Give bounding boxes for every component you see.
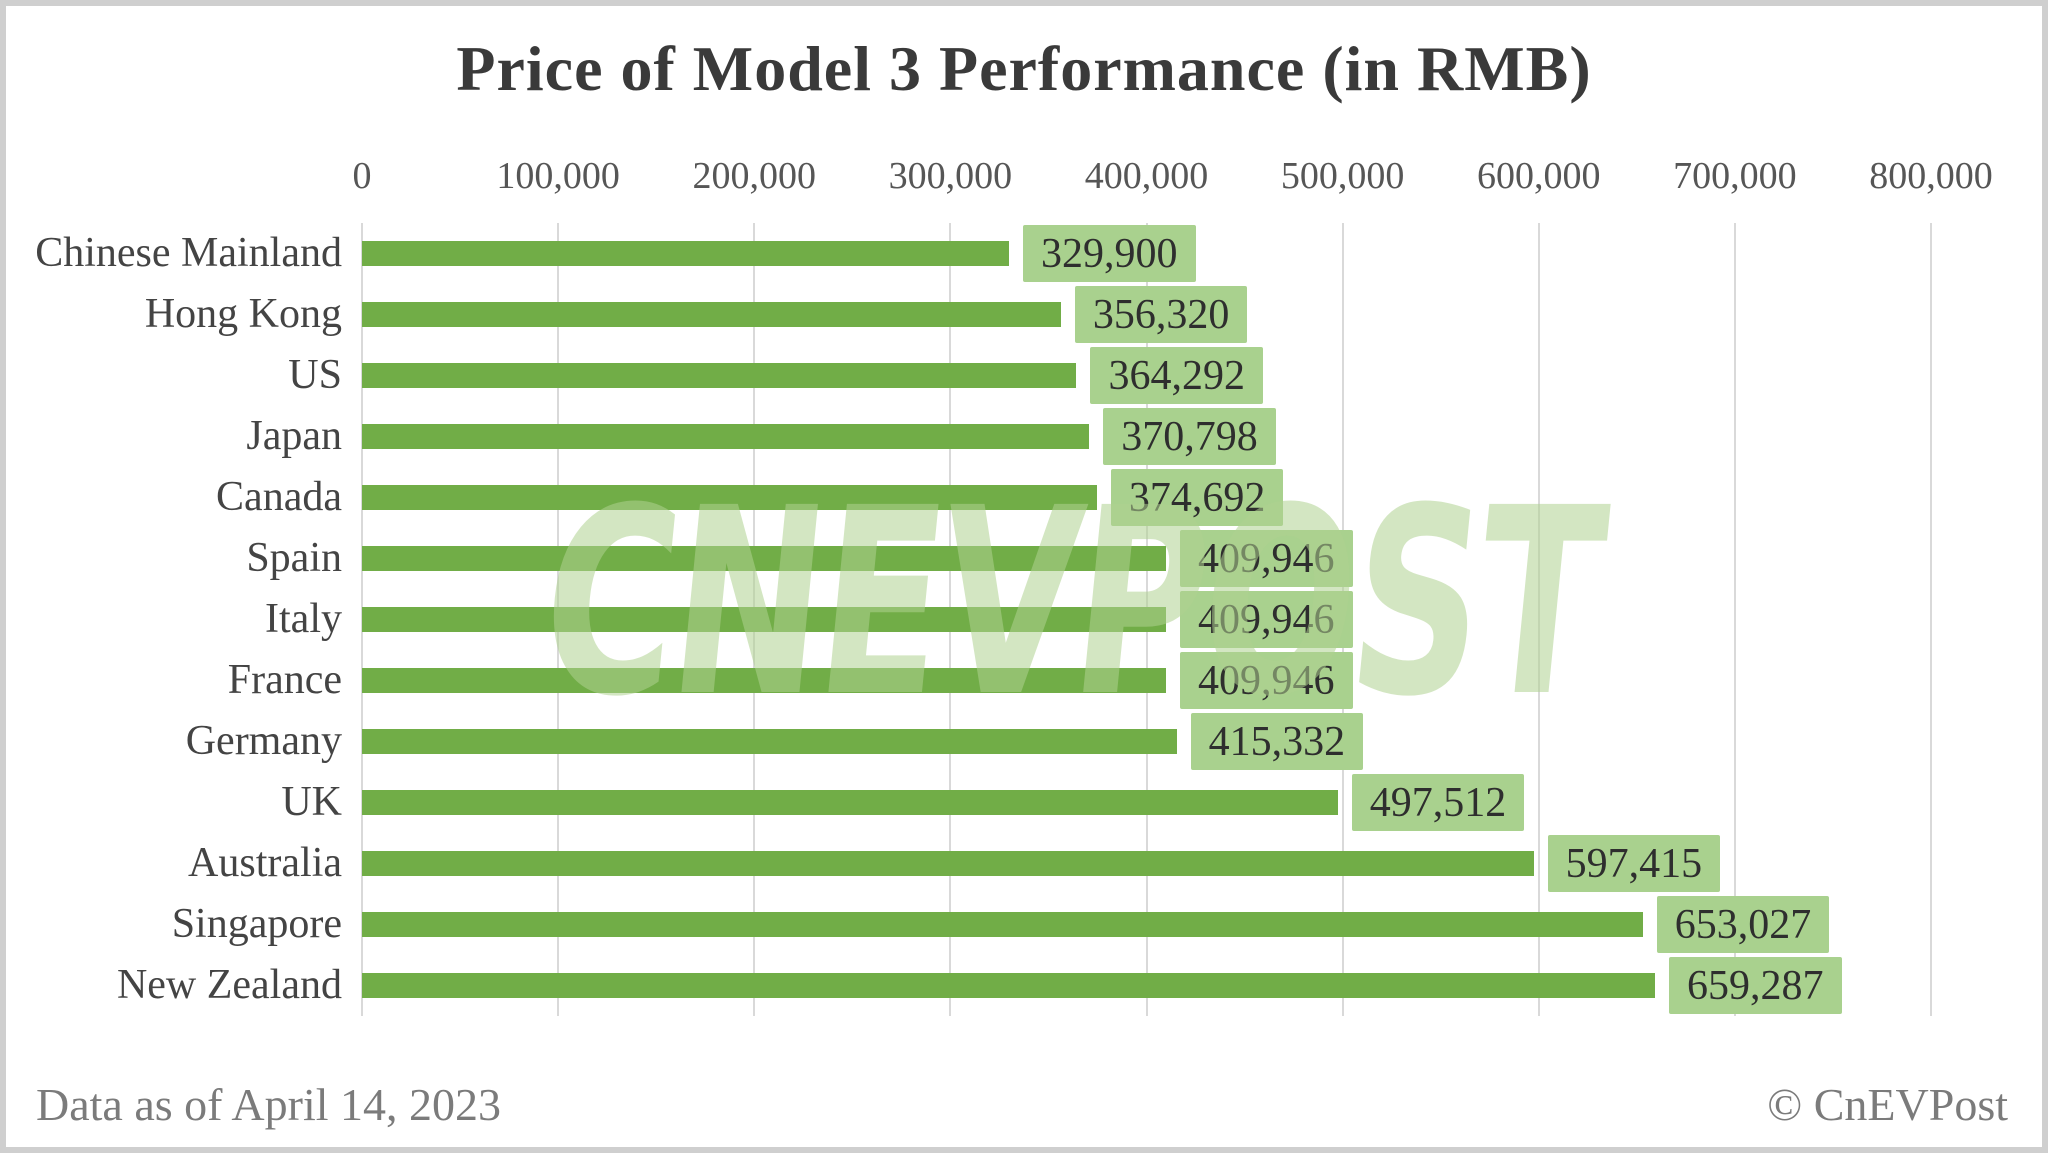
bar-row: 415,332	[362, 711, 1931, 772]
bar	[362, 424, 1090, 449]
footer-copyright: © CnEVPost	[1767, 1079, 2008, 1130]
value-label: 653,027	[1656, 896, 1830, 953]
chart-title: Price of Model 3 Performance (in RMB)	[456, 33, 1592, 104]
bar-row: 409,946	[362, 528, 1931, 589]
y-axis-labels: Chinese Mainland Hong Kong US Japan Canada Sp…	[26, 223, 342, 1016]
bar	[362, 363, 1077, 388]
value-label: 597,415	[1547, 835, 1721, 892]
bar-row: 356,320	[362, 284, 1931, 345]
value-label: 415,332	[1190, 713, 1364, 770]
value-label: 329,900	[1023, 225, 1196, 282]
x-tick-label: 200,000	[692, 155, 817, 197]
category-label: Germany	[185, 718, 342, 764]
bar-row: 497,512	[362, 772, 1931, 833]
x-tick-label: 300,000	[888, 155, 1013, 197]
value-label: 659,287	[1669, 957, 1842, 1014]
bar	[362, 668, 1166, 693]
bar-row: 653,027	[362, 894, 1931, 955]
category-label: New Zealand	[116, 962, 342, 1008]
x-tick-label: 800,000	[1869, 155, 1993, 197]
gridline	[1733, 223, 1736, 1016]
category-label: Italy	[265, 596, 342, 642]
category-label: US	[288, 352, 342, 398]
x-tick-label: 500,000	[1280, 155, 1405, 197]
x-tick-label: 0	[352, 155, 372, 197]
category-label: Japan	[246, 413, 342, 459]
bar	[362, 851, 1534, 876]
value-label: 409,946	[1180, 652, 1353, 709]
bar-row: 329,900	[362, 223, 1931, 284]
category-label: Singapore	[171, 901, 342, 947]
bar	[362, 729, 1177, 754]
category-label: UK	[281, 779, 342, 825]
x-axis: 0 100,000 200,000 300,000 400,000 500,000 600,…	[353, 154, 1993, 204]
bar	[362, 302, 1061, 327]
bar-row: 374,692	[362, 467, 1931, 528]
value-label: 370,798	[1103, 408, 1276, 465]
gridline	[1537, 223, 1540, 1016]
category-label: Australia	[188, 840, 342, 886]
category-label: Hong Kong	[144, 291, 342, 337]
gridline	[1930, 223, 1932, 1016]
bar-row: 597,415	[362, 833, 1931, 894]
plot-area: 329,900 356,320 364,292 370,798 374,692 409,9…	[361, 223, 1932, 1016]
category-label: Chinese Mainland	[35, 230, 342, 276]
x-tick-label: 100,000	[496, 155, 620, 197]
bar	[362, 241, 1010, 266]
bar-row: 409,946	[362, 589, 1931, 650]
value-label: 409,946	[1180, 530, 1353, 587]
x-tick-label: 600,000	[1477, 155, 1601, 197]
bar-row: 370,798	[362, 406, 1931, 467]
footer-date-note: Data as of April 14, 2023	[36, 1079, 502, 1130]
category-label: Spain	[246, 535, 342, 581]
value-label: 364,292	[1090, 347, 1263, 404]
x-tick-label: 400,000	[1084, 155, 1209, 197]
x-tick-label: 700,000	[1673, 155, 1797, 197]
bar-row: 659,287	[362, 955, 1931, 1016]
bar	[362, 485, 1097, 510]
bar	[362, 546, 1166, 571]
bar-row: 364,292	[362, 345, 1931, 406]
category-label: Canada	[216, 474, 342, 520]
bar	[362, 973, 1656, 998]
bar	[362, 607, 1166, 632]
bar	[362, 912, 1643, 937]
category-label: France	[227, 657, 342, 703]
value-label: 497,512	[1351, 774, 1525, 831]
value-label: 356,320	[1074, 286, 1248, 343]
bar	[362, 790, 1338, 815]
bar-row: 409,946	[362, 650, 1931, 711]
value-label: 374,692	[1110, 469, 1284, 526]
value-label: 409,946	[1180, 591, 1353, 648]
